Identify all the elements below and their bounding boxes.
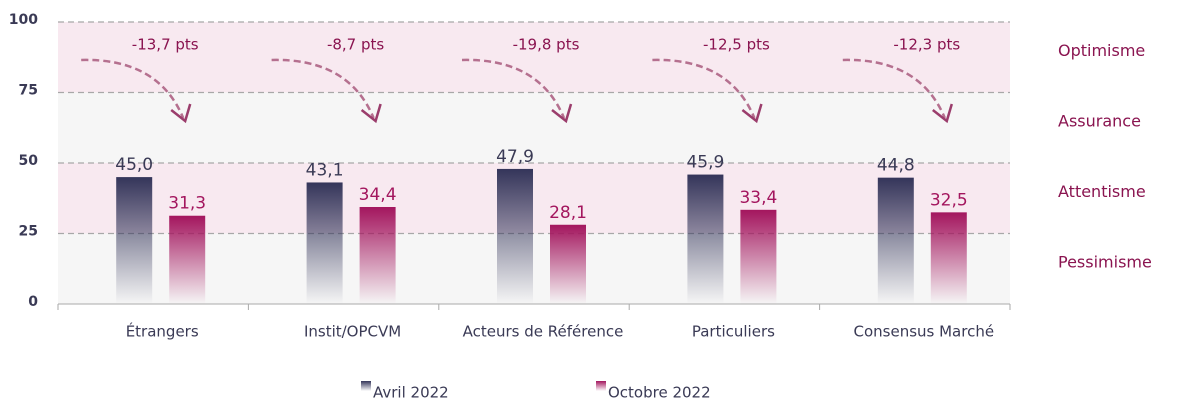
y-tick-label: 75 [19, 83, 38, 99]
x-tick-label: Étrangers [126, 322, 199, 341]
zone-label: Assurance [1058, 111, 1141, 130]
value-label: 32,5 [930, 190, 968, 210]
bar [877, 177, 914, 304]
arrow [461, 58, 566, 119]
zone-label: Pessimisme [1058, 252, 1152, 271]
arrow-head [360, 103, 382, 124]
value-label: 28,1 [549, 203, 587, 223]
zone-band [58, 163, 1010, 234]
bar [359, 206, 396, 304]
zone-band [58, 233, 1010, 304]
arrow-head [932, 103, 953, 124]
value-label: 31,3 [168, 194, 206, 214]
zone-label: Attentisme [1058, 182, 1146, 201]
annotation: -13,7 pts [132, 36, 199, 54]
legend-swatch [361, 381, 371, 391]
annotation: -12,3 pts [893, 36, 960, 54]
arrow-head [551, 103, 573, 124]
bar [497, 168, 533, 304]
bar [930, 212, 967, 304]
arrow [271, 58, 375, 119]
y-tick-label: 25 [19, 224, 38, 240]
y-tick-label: 50 [19, 153, 39, 169]
annotation: -19,8 pts [513, 36, 580, 54]
value-label: 33,4 [739, 188, 777, 208]
y-tick-label: 100 [9, 12, 38, 28]
arrow-head [170, 103, 192, 124]
arrow-head [741, 103, 763, 124]
legend-label: Avril 2022 [373, 384, 449, 401]
legend-label: Octobre 2022 [608, 384, 711, 401]
value-label: 43,1 [306, 160, 344, 180]
x-tick-label: Particuliers [692, 323, 775, 341]
bar [740, 209, 777, 304]
value-label: 34,4 [359, 185, 397, 205]
zone-band [58, 22, 1010, 93]
y-tick-label: 0 [28, 294, 38, 310]
x-tick-label: Consensus Marché [854, 323, 995, 341]
value-label: 47,9 [496, 147, 534, 167]
x-tick-label: Instit/OPCVM [304, 323, 401, 341]
annotation: -12,5 pts [703, 36, 770, 54]
zone-band [58, 92, 1010, 163]
arrow [81, 58, 185, 119]
arrow [652, 58, 756, 119]
x-tick-label: Acteurs de Référence [463, 323, 624, 341]
annotation: -8,7 pts [327, 36, 384, 54]
bar [116, 177, 153, 304]
bar [306, 182, 343, 304]
value-label: 45,0 [115, 155, 153, 175]
legend-swatch [596, 381, 606, 391]
value-label: 44,8 [877, 156, 915, 176]
zone-label: Optimisme [1058, 41, 1145, 60]
bar [687, 174, 724, 304]
value-label: 45,9 [686, 153, 724, 173]
bar [550, 224, 586, 304]
bar [169, 215, 206, 304]
arrow [842, 58, 946, 119]
